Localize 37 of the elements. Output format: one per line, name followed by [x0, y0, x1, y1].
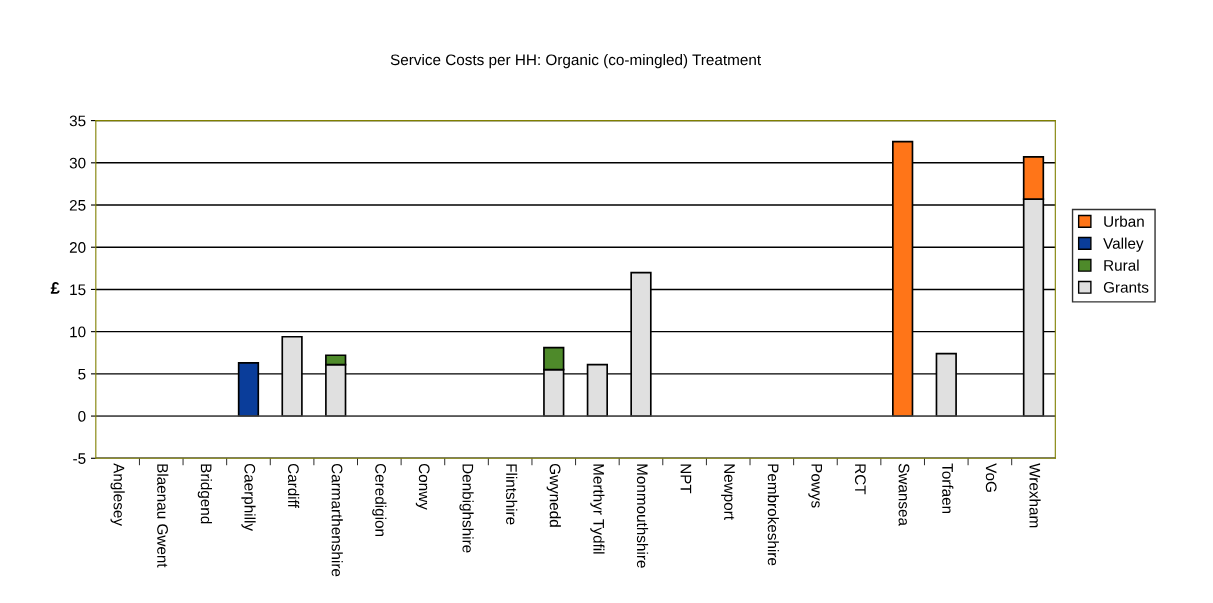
x-tick-label: Swansea: [898, 463, 910, 526]
y-tick-label: -5: [73, 453, 86, 464]
x-tick-label: Cardiff: [287, 463, 300, 508]
chart-title: Service Costs per HH: Organic (co-mingled) Treatment: [390, 53, 761, 69]
x-tick-label: RCT: [854, 464, 866, 495]
x-tick-label: Conwy: [415, 463, 430, 510]
x-tick-label: Monmouthshire: [636, 464, 649, 568]
x-tick-label: NPT: [680, 464, 692, 494]
x-tick-label: Gwynedd: [546, 463, 561, 527]
y-tick-label: 0: [78, 410, 86, 422]
legend-label: Grants: [1103, 281, 1149, 293]
y-tick-label: 10: [70, 326, 86, 338]
x-tick-label: Bridgend: [197, 464, 212, 524]
x-tick-label: Torfaen: [942, 463, 954, 514]
x-tick-label: Blaenau Gwent: [157, 464, 169, 568]
x-tick-label: Denbighshire: [459, 464, 474, 553]
y-axis-title: £: [50, 282, 60, 294]
x-tick-label: Merthyr Tydfil: [590, 464, 605, 554]
x-tick-label: Newport: [721, 464, 735, 520]
x-tick-label: Caerphilly: [241, 463, 256, 532]
x-tick-label: Anglesey: [110, 463, 125, 526]
y-tick-label: 30: [69, 157, 86, 169]
legend-label: Valley: [1103, 237, 1144, 252]
y-tick-label: 20: [69, 242, 86, 253]
y-tick-label: 15: [70, 284, 86, 296]
x-tick-label: Wrexham: [1029, 463, 1041, 528]
x-tick-label: VoG: [985, 463, 997, 492]
x-tick-label: Pembrokeshire: [767, 464, 779, 566]
legend-label: Urban: [1104, 215, 1144, 227]
x-tick-label: Powys: [808, 464, 822, 508]
x-tick-label: Carmarthenshire: [331, 463, 343, 577]
x-tick-label: Ceredigion: [372, 463, 387, 537]
y-tick-label: 5: [78, 368, 86, 380]
x-tick-label: Flintshire: [506, 464, 518, 525]
legend-label: Rural: [1104, 259, 1139, 271]
y-tick-label: 35: [69, 115, 86, 127]
y-tick-label: 25: [69, 199, 86, 211]
